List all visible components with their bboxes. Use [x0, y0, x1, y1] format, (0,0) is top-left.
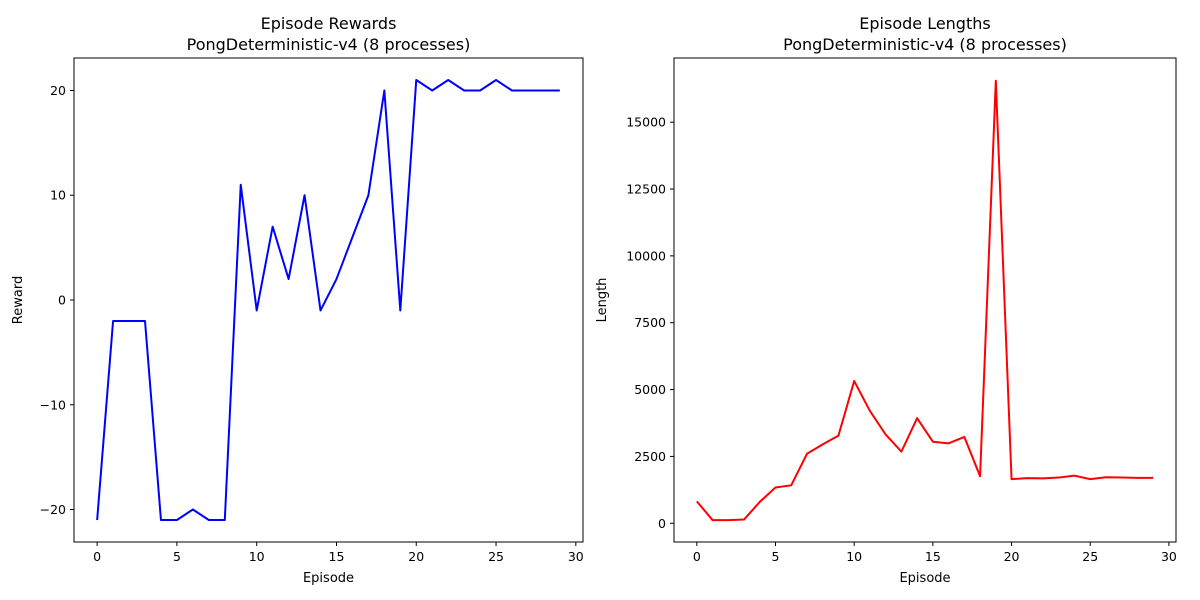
rewards-x-tick-label: 20	[408, 549, 424, 564]
rewards-x-axis-label: Episode	[303, 571, 354, 586]
rewards-x-tick-label: 10	[249, 549, 265, 564]
rewards-y-tick-label: −20	[40, 502, 66, 517]
rewards-x-tick-label: 5	[173, 549, 181, 564]
rewards-plot-frame	[73, 57, 584, 543]
lengths-panel: Episode Lengths PongDeterministic-v4 (8 p…	[595, 14, 1177, 586]
lengths-y-tick-label: 7500	[634, 315, 666, 330]
lengths-x-tick-label: 25	[1082, 549, 1098, 564]
lengths-y-tick-label: 12500	[626, 182, 666, 197]
rewards-x-tick-label: 15	[329, 549, 345, 564]
lengths-x-tick-label: 10	[846, 549, 862, 564]
rewards-x-tick-label: 30	[568, 549, 584, 564]
rewards-series-line	[96, 79, 560, 521]
rewards-chart-subtitle: PongDeterministic-v4 (8 processes)	[187, 35, 471, 54]
lengths-series-line	[696, 79, 1154, 522]
lengths-plot-frame	[673, 57, 1177, 543]
rewards-panel: Episode Rewards PongDeterministic-v4 (8 p…	[11, 14, 584, 586]
rewards-x-tick-label: 0	[93, 549, 101, 564]
lengths-x-tick-label: 15	[925, 549, 941, 564]
rewards-y-tick-label: 10	[50, 188, 66, 203]
rewards-chart-title: Episode Rewards	[261, 14, 397, 33]
rewards-y-tick-label: 0	[58, 293, 66, 308]
lengths-y-tick-label: 0	[658, 516, 666, 531]
lengths-y-tick-label: 2500	[634, 449, 666, 464]
rewards-x-tick-label: 25	[488, 549, 504, 564]
lengths-y-tick-label: 15000	[626, 115, 666, 130]
lengths-x-axis-label: Episode	[899, 571, 950, 586]
lengths-chart-subtitle: PongDeterministic-v4 (8 processes)	[783, 35, 1067, 54]
rewards-y-tick-label: 20	[50, 83, 66, 98]
rewards-y-tick-label: −10	[40, 397, 66, 412]
lengths-x-tick-label: 0	[693, 549, 701, 564]
lengths-x-tick-label: 30	[1161, 549, 1177, 564]
lengths-y-axis-label: Length	[595, 278, 610, 323]
lengths-chart-title: Episode Lengths	[859, 14, 990, 33]
lengths-x-tick-label: 20	[1004, 549, 1020, 564]
lengths-y-tick-label: 5000	[634, 382, 666, 397]
lengths-x-tick-label: 5	[772, 549, 780, 564]
lengths-y-tick-label: 10000	[626, 248, 666, 263]
rewards-y-axis-label: Reward	[11, 276, 26, 324]
